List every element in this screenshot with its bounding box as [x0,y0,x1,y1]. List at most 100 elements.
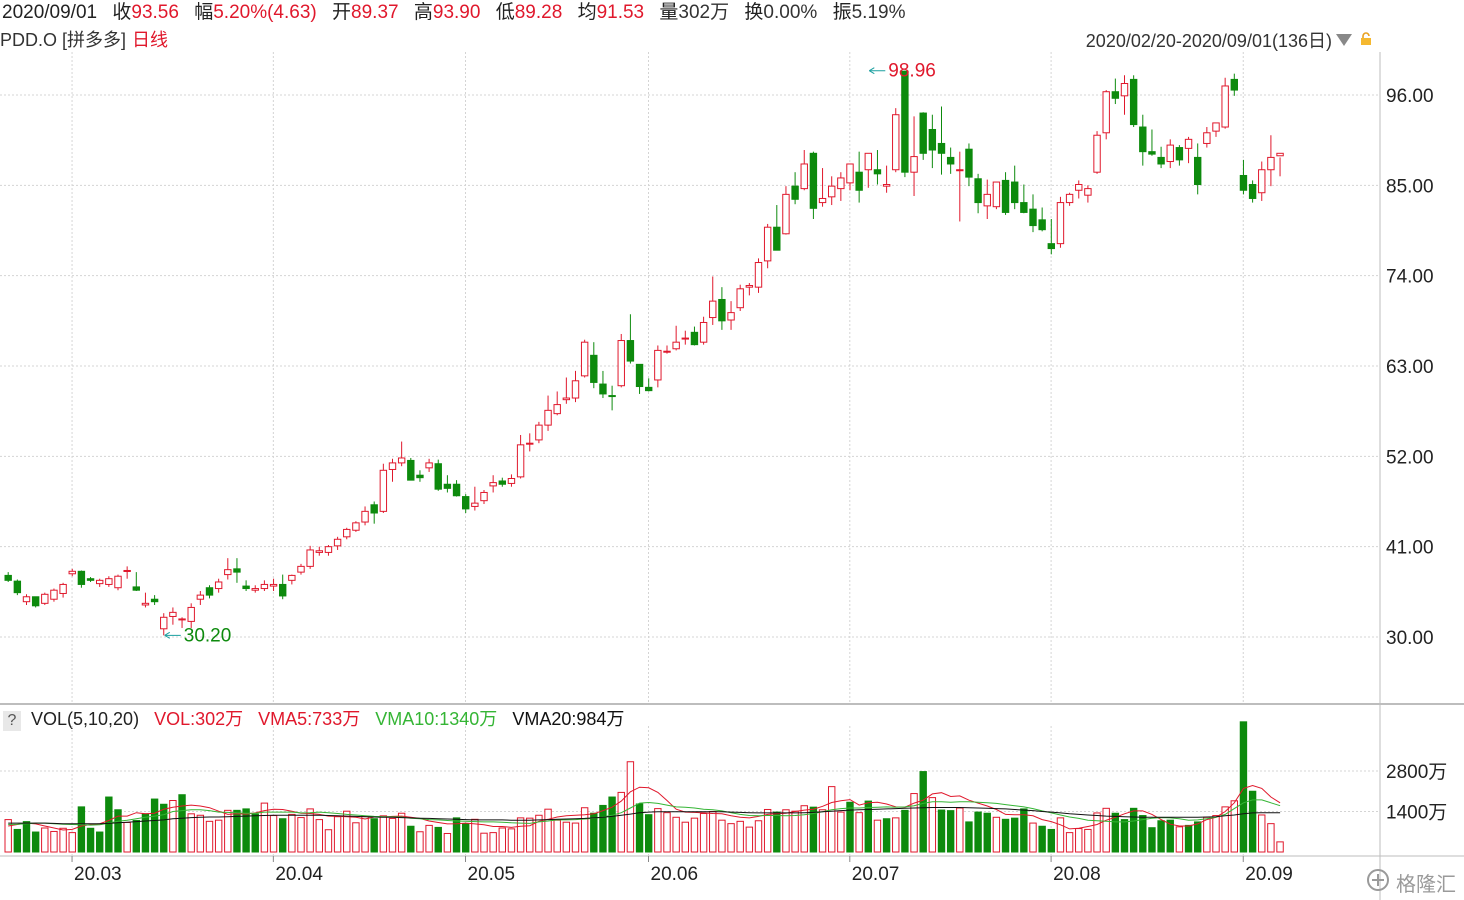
volume-bar[interactable] [837,811,845,853]
candle[interactable] [77,570,86,588]
candle[interactable] [105,576,113,587]
candle[interactable] [224,558,232,580]
volume-bar[interactable] [397,812,406,853]
candle[interactable] [324,545,333,556]
candle[interactable] [1120,75,1129,115]
volume-bar[interactable] [324,829,333,853]
candle[interactable] [31,596,40,608]
volume-bar[interactable] [196,814,205,853]
candle[interactable] [736,284,744,311]
volume-bar[interactable] [242,808,250,853]
candle[interactable] [388,458,397,482]
candle[interactable] [1184,136,1193,164]
candle[interactable] [645,378,653,392]
candle[interactable] [397,441,406,467]
volume-bar[interactable] [160,803,168,853]
candle[interactable] [315,546,324,556]
candle[interactable] [187,603,195,628]
candle[interactable] [553,391,561,416]
candle[interactable] [763,223,772,269]
volume-bar[interactable] [956,807,964,853]
candle[interactable] [855,151,863,203]
vol-indicator-name[interactable]: VOL(5,10,20) [31,709,140,729]
candle[interactable] [937,106,946,175]
volume-bar[interactable] [77,806,86,853]
volume-bar[interactable] [489,832,497,853]
volume-bar[interactable] [407,825,415,853]
candle[interactable] [791,172,799,205]
candle[interactable] [452,480,461,497]
volume-bar[interactable] [1129,807,1138,853]
candle[interactable] [1075,180,1083,199]
volume-bar[interactable] [1212,815,1220,853]
candle[interactable] [1011,165,1019,210]
candle[interactable] [672,325,680,351]
candle[interactable] [901,70,909,178]
candle[interactable] [68,568,76,577]
volume-bar[interactable] [1221,806,1229,853]
volume-bar[interactable] [974,811,982,853]
volume-bar[interactable] [672,816,680,853]
volume-bar[interactable] [1148,827,1156,853]
candle[interactable] [635,363,644,394]
candle[interactable] [1221,77,1229,129]
candle[interactable] [580,339,589,378]
volume-bar[interactable] [928,797,937,853]
candle[interactable] [1047,219,1055,255]
candle[interactable] [1157,146,1165,169]
candle[interactable] [150,595,159,605]
candle[interactable] [1148,129,1156,156]
candle[interactable] [1258,161,1266,201]
volume-bar[interactable] [306,808,314,853]
volume-bar[interactable] [251,813,259,853]
volume-bar[interactable] [471,818,479,853]
volume-bar[interactable] [1056,817,1065,853]
volume-bar[interactable] [1230,800,1238,853]
candle[interactable] [910,116,918,197]
volume-bar[interactable] [855,812,863,853]
candle[interactable] [297,563,305,575]
period-label[interactable]: 日线 [132,30,169,50]
candle[interactable] [1065,192,1074,206]
volume-bar[interactable] [224,809,232,853]
volume-bar[interactable] [498,827,507,853]
candle[interactable] [828,176,836,206]
candle[interactable] [251,585,259,593]
volume-bar[interactable] [983,812,991,853]
volume-bar[interactable] [571,822,580,853]
volume-bar[interactable] [992,816,1001,853]
candle[interactable] [608,385,616,411]
candle[interactable] [178,617,186,628]
candle[interactable] [535,421,543,444]
volume-bar[interactable] [736,820,744,853]
volume-bar[interactable] [654,808,662,853]
candle[interactable] [379,463,388,513]
candle[interactable] [50,588,58,602]
candle[interactable] [818,168,827,207]
volume-bar[interactable] [544,808,552,853]
volume-bar[interactable] [809,806,818,853]
volume-bar[interactable] [288,813,296,853]
volume-bar[interactable] [553,819,561,853]
candle[interactable] [892,108,900,173]
candle[interactable] [416,470,424,482]
candle[interactable] [132,572,141,592]
candle[interactable] [41,592,49,605]
volume-bar[interactable] [599,804,607,853]
volume-bar[interactable] [260,802,269,853]
volume-bar[interactable] [873,819,882,853]
candle[interactable] [269,578,278,592]
candle[interactable] [1239,159,1248,195]
candle[interactable] [837,172,845,201]
volume-bar[interactable] [1102,807,1110,853]
candle[interactable] [96,578,104,587]
volume-bar[interactable] [114,809,122,853]
candle[interactable] [516,434,525,479]
volume-bar[interactable] [1038,825,1046,853]
volume-bar[interactable] [343,810,351,853]
candle[interactable] [306,545,314,569]
volume-bar[interactable] [535,814,543,853]
candle[interactable] [956,151,964,222]
volume-bar[interactable] [818,809,827,853]
candle[interactable] [864,152,872,188]
